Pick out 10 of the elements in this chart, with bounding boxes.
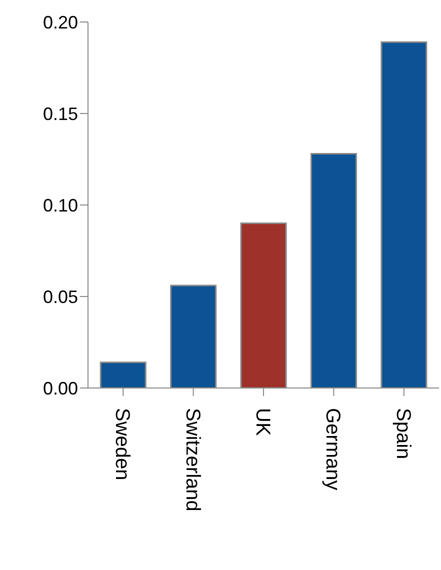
y-tick-label: 0.10	[42, 195, 78, 216]
x-tick-label: Sweden	[111, 408, 134, 480]
x-tick-label: Spain	[392, 408, 414, 460]
x-tick-label: Switzerland	[181, 408, 204, 512]
y-tick-label: 0.00	[42, 378, 78, 398]
y-tick-label: 0.05	[42, 286, 78, 307]
x-tick-label: UK	[252, 408, 274, 436]
x-tick-label: Germany	[322, 408, 344, 490]
y-tick-label: 0.15	[42, 104, 78, 124]
y-tick-label: 0.20	[42, 12, 78, 32]
